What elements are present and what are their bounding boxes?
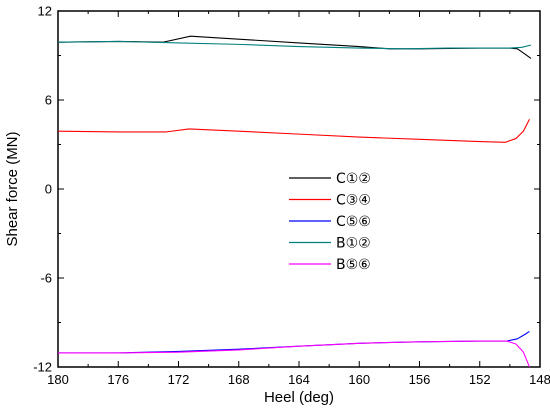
y-axis-title: Shear force (MN) [4, 131, 21, 246]
y-tick-label: 6 [45, 93, 52, 108]
x-tick-label: 180 [47, 372, 69, 387]
x-tick-label: 160 [348, 372, 370, 387]
series-line-4 [58, 340, 530, 368]
series-line-0 [57, 35, 532, 59]
x-tick-label: 176 [107, 372, 129, 387]
tick-labels: 180 176 172 168 164 160 156 152 148 12 6 0 -6 -12 [33, 4, 550, 388]
legend-label-0: C①② [336, 171, 371, 187]
legend-label-2: C⑤⑥ [336, 214, 371, 230]
y-tick-label: 12 [38, 4, 52, 19]
legend-label-3: B①② [336, 236, 371, 252]
y-tick-label: 0 [45, 182, 52, 197]
axis-ticks [57, 10, 541, 368]
x-tick-label: 148 [529, 372, 550, 387]
series-line-3 [57, 40, 532, 50]
x-tick-label: 172 [168, 372, 190, 387]
plot-frame [57, 10, 541, 368]
legend-label-1: C③④ [336, 193, 371, 209]
y-tick-label: -6 [40, 271, 52, 286]
x-tick-label: 164 [288, 372, 310, 387]
x-axis-title: Heel (deg) [264, 389, 334, 406]
x-tick-label: 156 [409, 372, 431, 387]
legend: C①② C③④ C⑤⑥ B①② B⑤⑥ [289, 171, 371, 273]
x-tick-label: 168 [228, 372, 250, 387]
series-line-1 [57, 119, 530, 143]
x-tick-label: 152 [469, 372, 491, 387]
series-lines [57, 35, 532, 368]
y-tick-label: -12 [33, 360, 52, 375]
legend-label-4: B⑤⑥ [336, 257, 371, 273]
